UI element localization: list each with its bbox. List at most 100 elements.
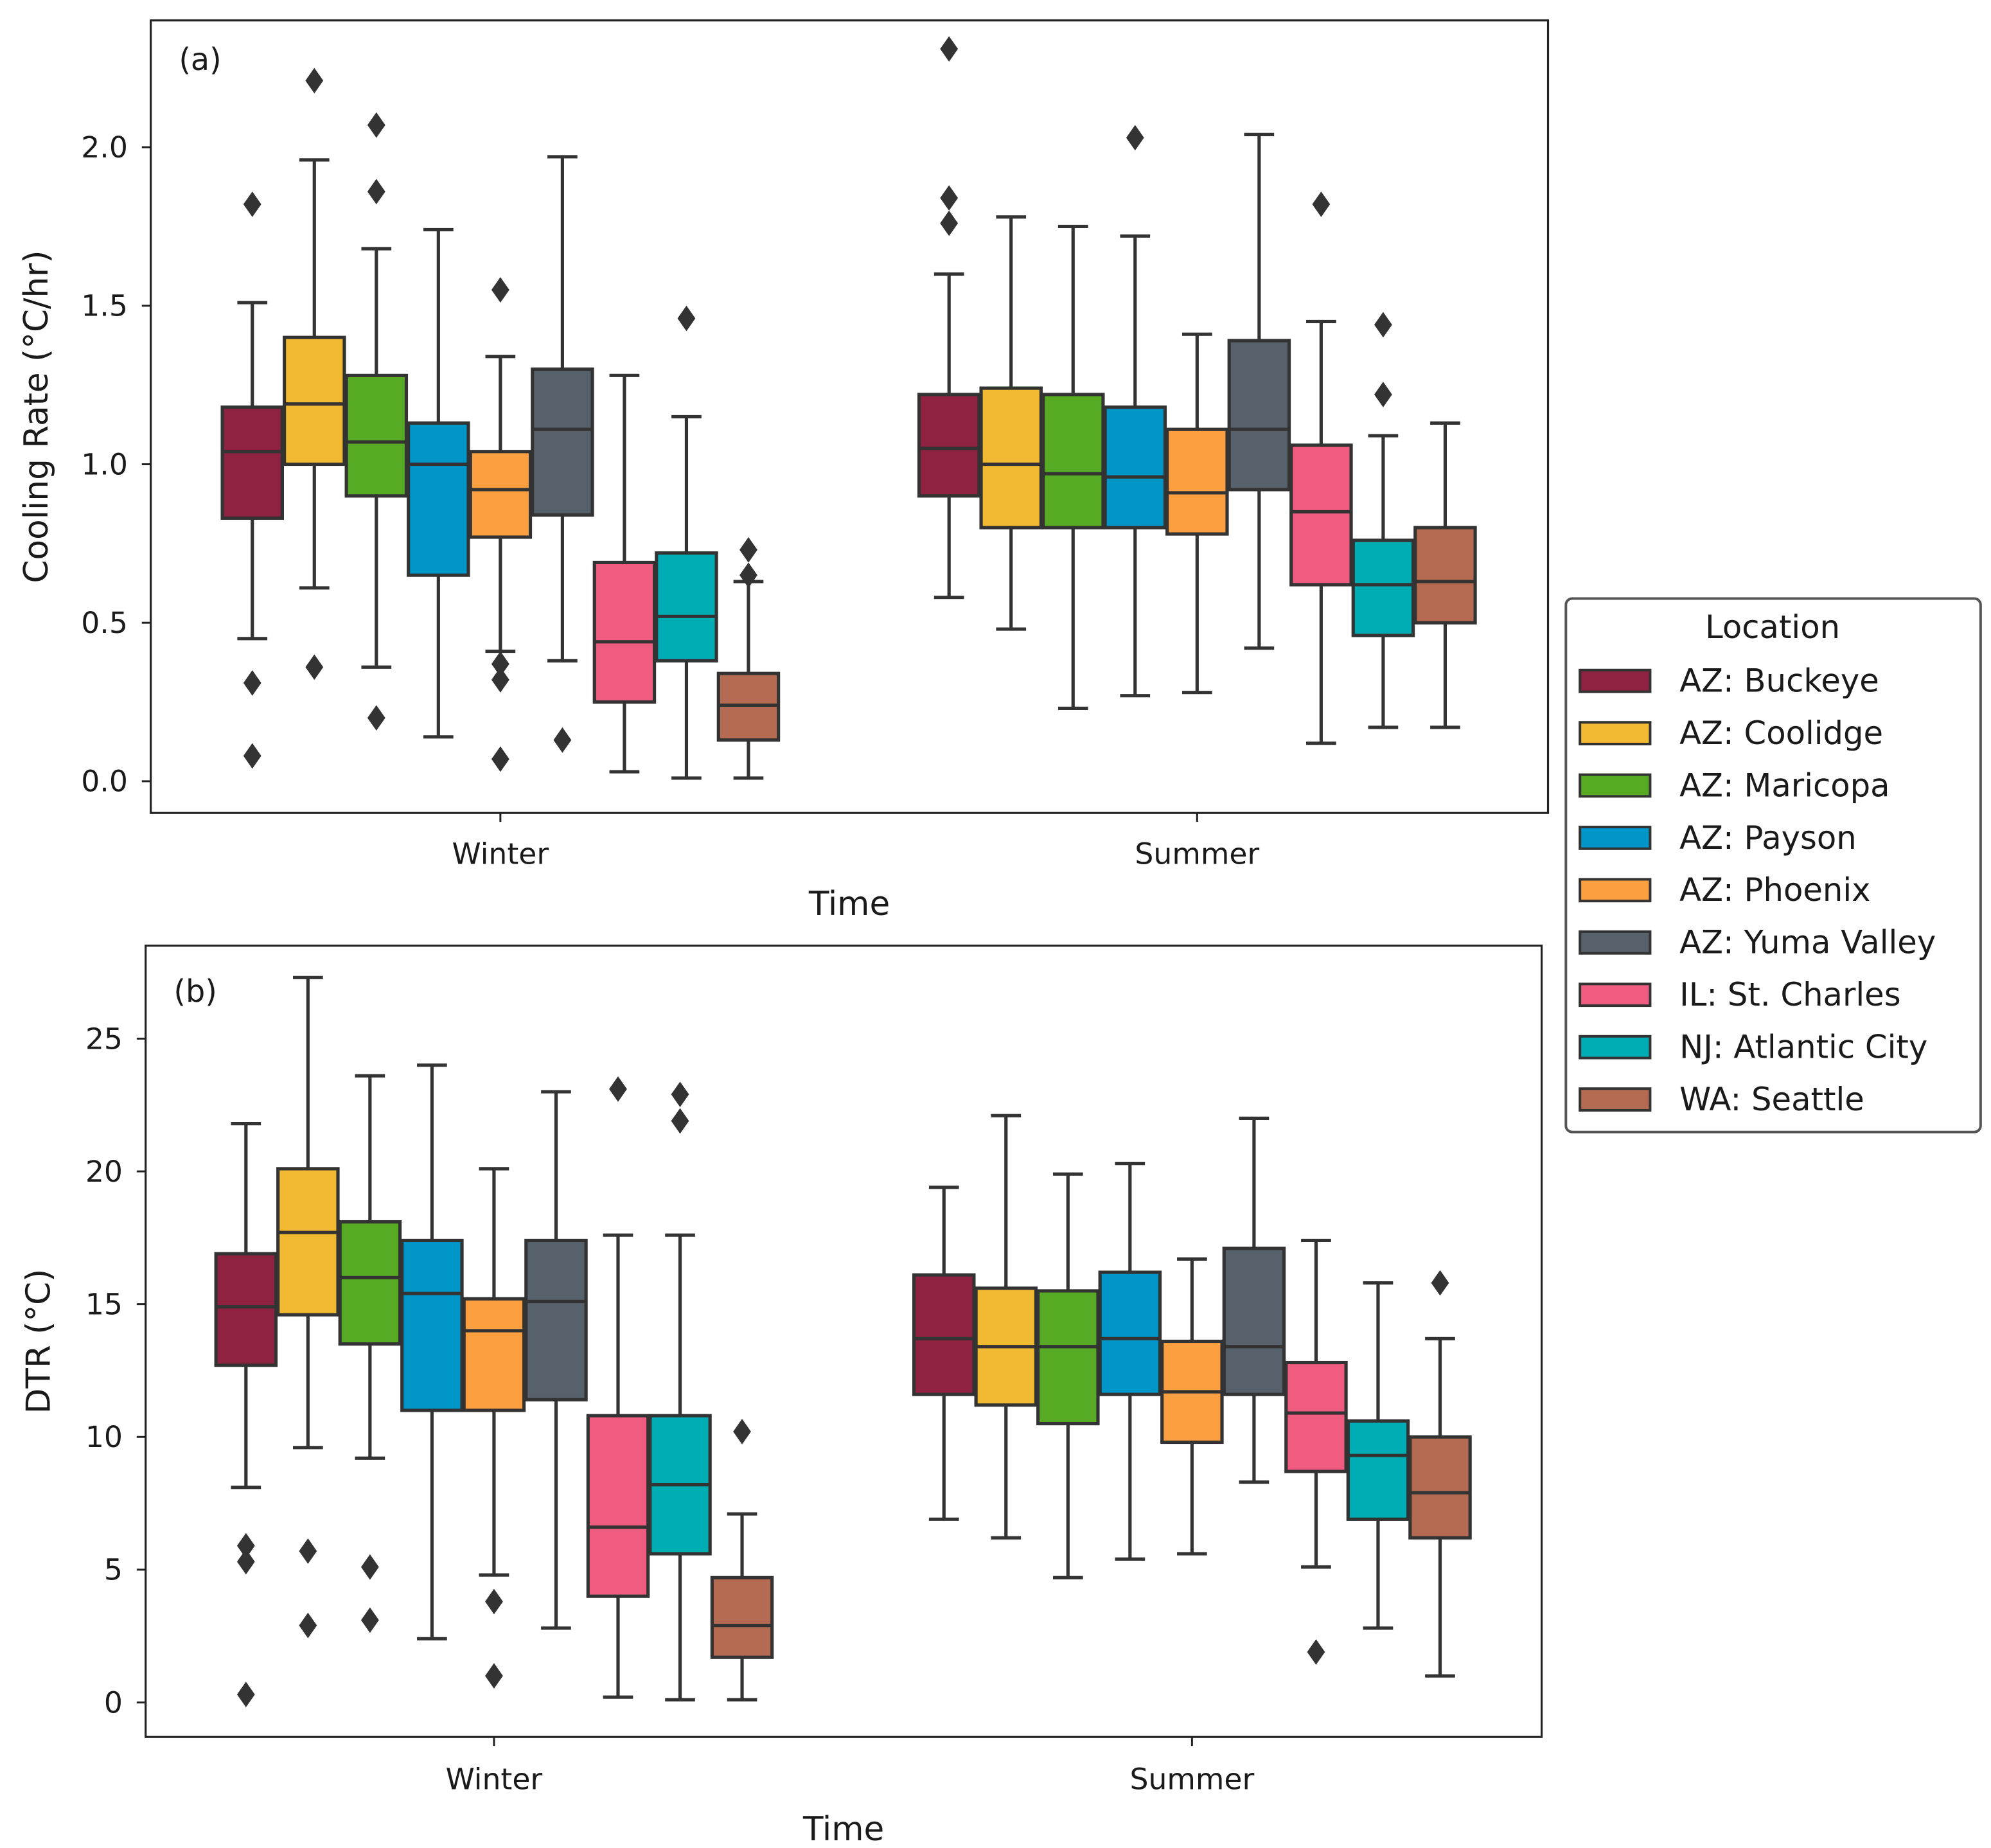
legend-label: NJ: Atlantic City <box>1679 1029 1927 1066</box>
legend-label: AZ: Maricopa <box>1679 767 1890 804</box>
outlier-point <box>677 305 696 332</box>
legend-frame <box>1564 597 1982 1133</box>
box-wa-seattle-winter <box>710 1419 774 1701</box>
y-tick-label: 15 <box>85 1288 123 1322</box>
outlier-point <box>485 1663 503 1689</box>
outlier-point <box>491 277 509 303</box>
legend-swatch <box>1579 721 1652 745</box>
outlier-point <box>367 179 385 205</box>
box-iqr <box>283 335 346 466</box>
box-az-payson-winter <box>407 227 470 739</box>
box-iqr <box>276 1167 340 1317</box>
legend-swatch <box>1579 1087 1652 1112</box>
y-tick-label: 2.0 <box>81 130 128 164</box>
box-az-phoenix-summer <box>1160 1257 1224 1556</box>
panel-b-dtr: 0 5 10 15 20 25 Winter Summer Time DTR (°C) (b) <box>20 945 1543 1848</box>
legend-label: WA: Seattle <box>1679 1081 1864 1118</box>
box-az-coolidge-summer <box>974 1114 1038 1540</box>
x-tick-label: Summer <box>1129 1763 1254 1797</box>
panel-a-cooling-rate: 0.0 0.5 1.0 1.5 2.0 Winter Summer Time Cooling R… <box>17 19 1550 923</box>
box-az-payson-summer <box>1103 125 1167 698</box>
box-az-maricopa-winter <box>344 112 409 731</box>
y-tick-label: 0.0 <box>81 765 128 799</box>
box-az-maricopa-summer <box>1036 1172 1100 1579</box>
x-tick-label: Summer <box>1135 837 1259 871</box>
legend-label: AZ: Payson <box>1679 819 1857 857</box>
box-iqr <box>1351 538 1415 637</box>
box-il-st-charles-summer <box>1284 1238 1348 1665</box>
y-tick-label: 1.0 <box>81 447 128 481</box>
panel-label: (a) <box>179 42 221 78</box>
outlier-point <box>299 1538 317 1564</box>
box-iqr <box>710 1576 774 1659</box>
outlier-point <box>671 1108 689 1134</box>
legend-item: AZ: Phoenix <box>1579 871 1871 909</box>
box-wa-seattle-summer <box>1413 421 1477 729</box>
legend-label: AZ: Buckeye <box>1679 662 1879 700</box>
legend-swatch <box>1579 878 1652 903</box>
box-iqr <box>1103 405 1167 529</box>
outlier-point <box>671 1081 689 1108</box>
legend-item: AZ: Buckeye <box>1579 662 1879 700</box>
outlier-point <box>367 112 385 138</box>
outlier-point <box>1312 191 1331 217</box>
outlier-point <box>236 1533 255 1559</box>
y-tick-label: 0 <box>104 1685 123 1719</box>
legend-swatch <box>1579 773 1652 798</box>
outlier-point <box>1126 125 1144 151</box>
outlier-point <box>609 1076 627 1102</box>
x-tick-label: Winter <box>452 837 549 871</box>
box-az-buckeye-summer <box>912 1186 976 1521</box>
y-axis-label: Cooling Rate (°C/hr) <box>17 250 56 583</box>
outlier-point <box>360 1607 379 1633</box>
legend-label: IL: St. Charles <box>1679 976 1900 1013</box>
box-az-phoenix-winter <box>462 1167 526 1689</box>
box-nj-atlantic-city-winter <box>648 1081 712 1701</box>
box-iqr <box>1165 427 1229 536</box>
legend-item: NJ: Atlantic City <box>1579 1029 1927 1066</box>
outlier-point <box>299 1612 317 1639</box>
box-iqr <box>592 560 657 704</box>
x-tick-label: Winter <box>446 1763 543 1797</box>
outlier-point <box>236 1549 255 1575</box>
box-az-maricopa-winter <box>338 1074 402 1633</box>
x-axis-label: Time <box>808 885 890 923</box>
legend-title: Location <box>1705 609 1840 646</box>
y-tick-label: 25 <box>85 1022 123 1056</box>
legend-item: WA: Seattle <box>1579 1081 1864 1118</box>
box-iqr <box>979 386 1043 529</box>
box-az-yuma-valley-summer <box>1222 1116 1286 1484</box>
box-iqr <box>531 367 594 517</box>
legend-swatch <box>1579 1035 1652 1060</box>
box-il-st-charles-winter <box>592 373 657 774</box>
outlier-point <box>305 654 324 680</box>
box-az-yuma-valley-winter <box>524 1090 588 1630</box>
legend-item: AZ: Payson <box>1579 819 1857 857</box>
box-iqr <box>1284 1360 1348 1473</box>
box-az-coolidge-summer <box>979 215 1043 631</box>
legend-item: IL: St. Charles <box>1579 976 1901 1013</box>
legend-label: AZ: Phoenix <box>1679 871 1870 909</box>
box-az-buckeye-winter <box>214 1122 278 1707</box>
outlier-point <box>1307 1639 1325 1665</box>
box-az-yuma-valley-summer <box>1227 132 1291 650</box>
box-iqr <box>338 1220 402 1346</box>
box-nj-atlantic-city-winter <box>655 305 718 780</box>
box-wa-seattle-summer <box>1408 1270 1472 1678</box>
box-iqr <box>214 1252 278 1367</box>
outlier-point <box>739 562 757 589</box>
box-nj-atlantic-city-summer <box>1346 1281 1410 1630</box>
box-az-coolidge-winter <box>276 975 340 1639</box>
legend-swatch <box>1579 668 1652 693</box>
box-az-coolidge-winter <box>283 67 346 680</box>
legend-label: AZ: Yuma Valley <box>1679 924 1936 961</box>
box-il-st-charles-winter <box>586 1076 650 1699</box>
box-az-buckeye-summer <box>917 36 981 600</box>
box-az-phoenix-winter <box>468 277 533 772</box>
box-iqr <box>1227 339 1291 492</box>
legend-item: AZ: Yuma Valley <box>1579 924 1936 961</box>
box-il-st-charles-summer <box>1289 191 1353 745</box>
outlier-point <box>491 667 509 693</box>
outlier-point <box>1374 382 1392 407</box>
